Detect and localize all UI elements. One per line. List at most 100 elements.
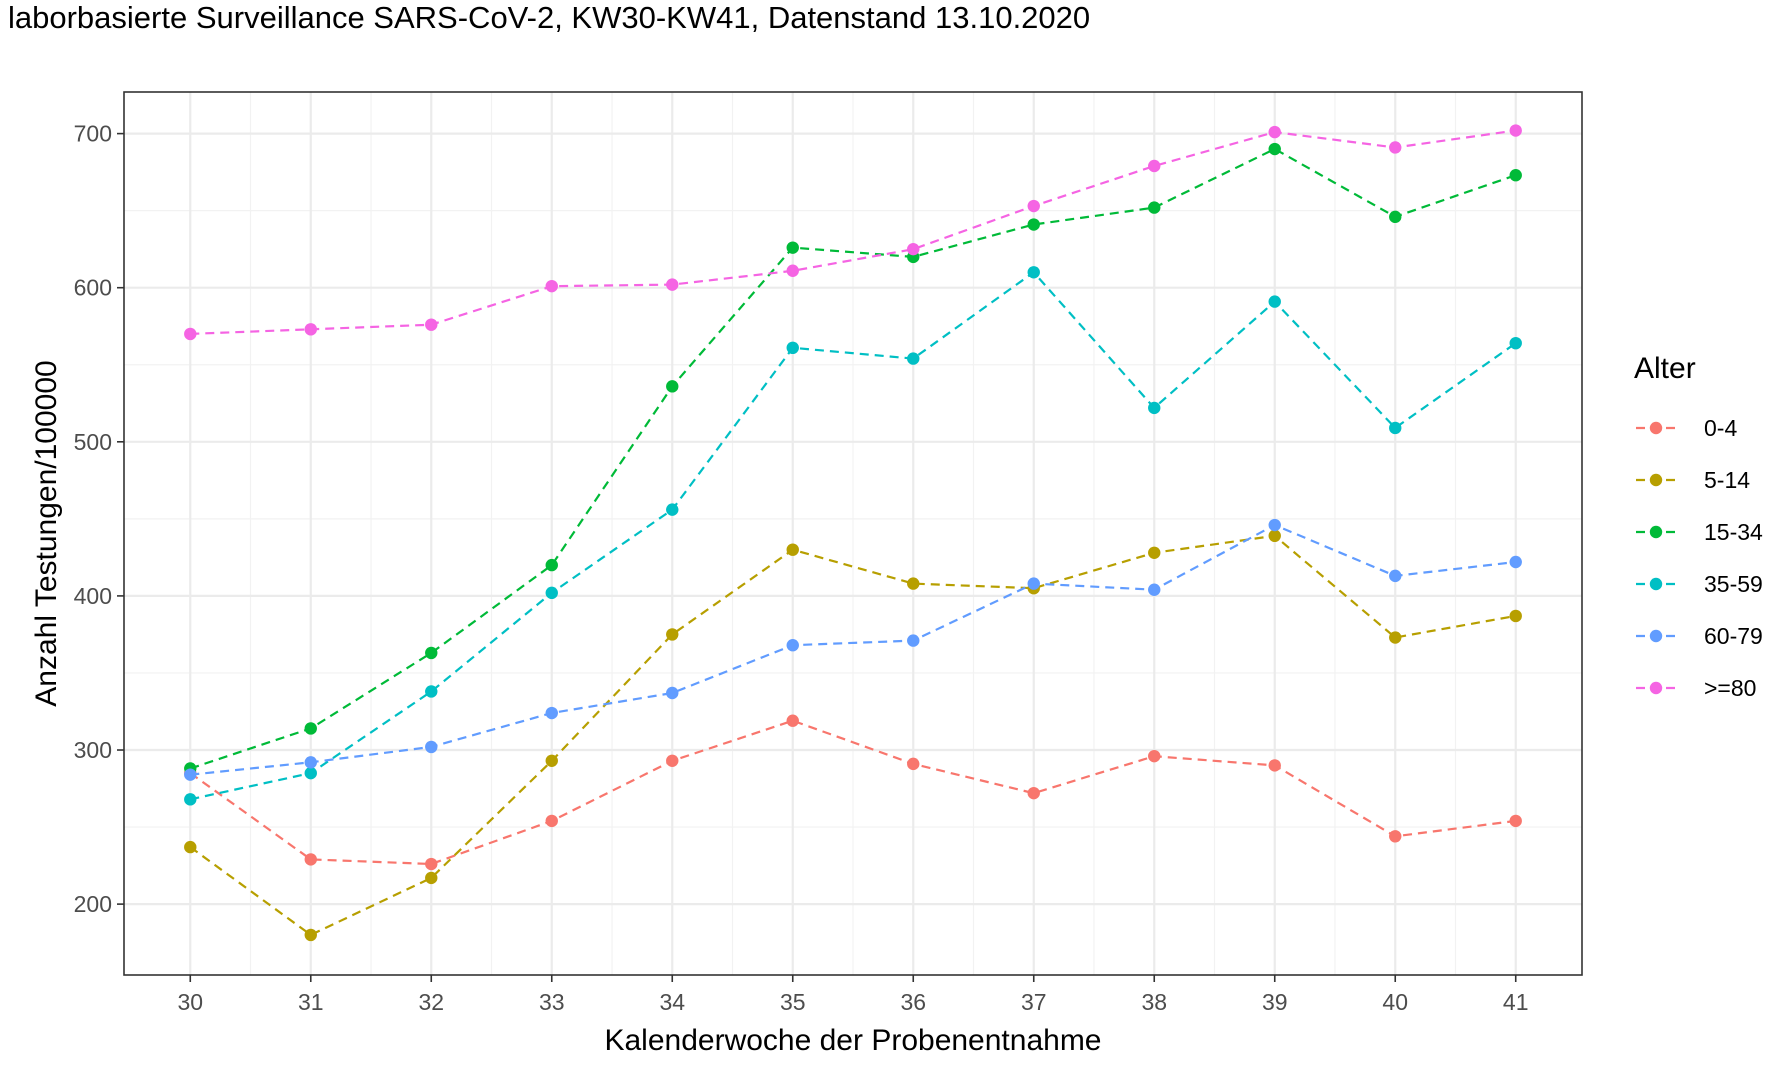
series-line: [190, 270, 1517, 801]
x-tick-label: 37: [1021, 989, 1047, 1015]
data-point: [184, 840, 197, 854]
y-tick-label: 500: [74, 429, 112, 455]
data-point: [425, 871, 438, 885]
x-tick-label: 32: [418, 989, 444, 1015]
data-point: [545, 279, 558, 293]
data-point: [666, 686, 679, 700]
data-point: [1509, 124, 1522, 137]
data-point: [1148, 583, 1161, 596]
series-layer: [184, 124, 1522, 942]
data-point: [545, 558, 558, 572]
legend-key-point: [1649, 525, 1663, 539]
plot-panel-border: [123, 91, 1583, 976]
data-point: [1027, 266, 1040, 279]
legend-key-point: [1649, 629, 1663, 643]
data-point: [666, 503, 679, 516]
data-point: [666, 628, 679, 641]
data-point: [666, 754, 679, 767]
data-point: [907, 352, 920, 365]
data-point: [907, 577, 920, 590]
data-point: [786, 543, 799, 556]
legend-item: 60-79: [1636, 623, 1763, 649]
legend-label: 5-14: [1704, 467, 1750, 493]
legend-key-point: [1649, 421, 1663, 435]
legend-key-point: [1649, 473, 1663, 487]
data-point: [786, 341, 799, 355]
x-tick-label: 41: [1503, 989, 1529, 1015]
minor-gridlines: [124, 92, 1582, 975]
data-point: [786, 639, 799, 652]
data-point: [1509, 336, 1522, 350]
x-tick-label: 30: [177, 989, 203, 1015]
y-tick-label: 300: [74, 737, 112, 763]
data-point: [1148, 546, 1161, 559]
x-tick-label: 38: [1141, 989, 1167, 1015]
data-point: [1389, 631, 1402, 644]
series-line: [189, 719, 1516, 866]
data-point: [1027, 199, 1040, 213]
y-tick-label: 600: [74, 275, 112, 301]
legend-label: 60-79: [1704, 623, 1763, 649]
legend-label: 15-34: [1704, 519, 1763, 545]
data-point: [304, 756, 317, 769]
data-point: [1148, 159, 1161, 173]
data-point: [786, 714, 799, 727]
data-point: [1268, 759, 1281, 772]
y-axis: 200 300 400 500 600 700: [74, 121, 124, 917]
data-point: [1268, 125, 1281, 139]
data-point: [786, 241, 799, 254]
legend-label: 35-59: [1704, 571, 1763, 597]
y-axis-title: Anzahl Testungen/100000: [30, 360, 63, 706]
major-gridlines: [124, 92, 1582, 975]
data-point: [425, 646, 438, 660]
series-60-79: [184, 518, 1522, 781]
x-tick-label: 40: [1382, 989, 1408, 1015]
legend-item: 35-59: [1636, 571, 1763, 597]
data-point: [1027, 218, 1040, 231]
legend-item: 0-4: [1636, 415, 1737, 441]
data-point: [425, 740, 438, 754]
data-point: [425, 857, 438, 871]
series-35-59: [184, 266, 1522, 806]
data-point: [1509, 555, 1522, 569]
y-tick-label: 700: [74, 121, 112, 147]
legend-key-point: [1649, 577, 1663, 591]
data-point: [1268, 295, 1281, 308]
data-point: [545, 706, 558, 720]
data-point: [907, 634, 920, 647]
y-tick-label: 400: [74, 583, 112, 609]
x-tick-label: 35: [780, 989, 806, 1015]
legend-key-point: [1649, 681, 1663, 695]
series-line: [190, 523, 1516, 776]
data-point: [545, 586, 558, 600]
data-point: [425, 685, 438, 698]
data-point: [1268, 518, 1281, 532]
legend-label: 0-4: [1704, 415, 1737, 441]
legend-item: >=80: [1636, 675, 1756, 701]
legend-title: Alter: [1634, 352, 1696, 385]
series-line: [189, 534, 1516, 937]
data-point: [304, 722, 317, 735]
x-tick-label: 33: [539, 989, 565, 1015]
data-point: [304, 853, 317, 866]
series->=80: [184, 124, 1522, 341]
data-point: [1389, 421, 1402, 435]
data-point: [1389, 141, 1402, 154]
data-point: [1509, 169, 1522, 182]
data-point: [666, 278, 679, 291]
legend: Alter 0-4 5-14 15-34 35-59 60-79 >=80: [1634, 352, 1763, 701]
data-point: [184, 327, 197, 341]
data-point: [1148, 749, 1161, 763]
x-axis-title: Kalenderwoche der Probenentnahme: [604, 1024, 1101, 1057]
data-point: [1148, 201, 1161, 214]
data-point: [1389, 830, 1402, 843]
data-point: [907, 757, 920, 771]
x-tick-label: 34: [659, 989, 685, 1015]
data-point: [666, 380, 679, 393]
data-point: [1027, 786, 1040, 800]
data-point: [545, 754, 558, 767]
data-point: [1268, 142, 1281, 156]
data-point: [1389, 210, 1402, 224]
data-point: [1268, 529, 1281, 543]
